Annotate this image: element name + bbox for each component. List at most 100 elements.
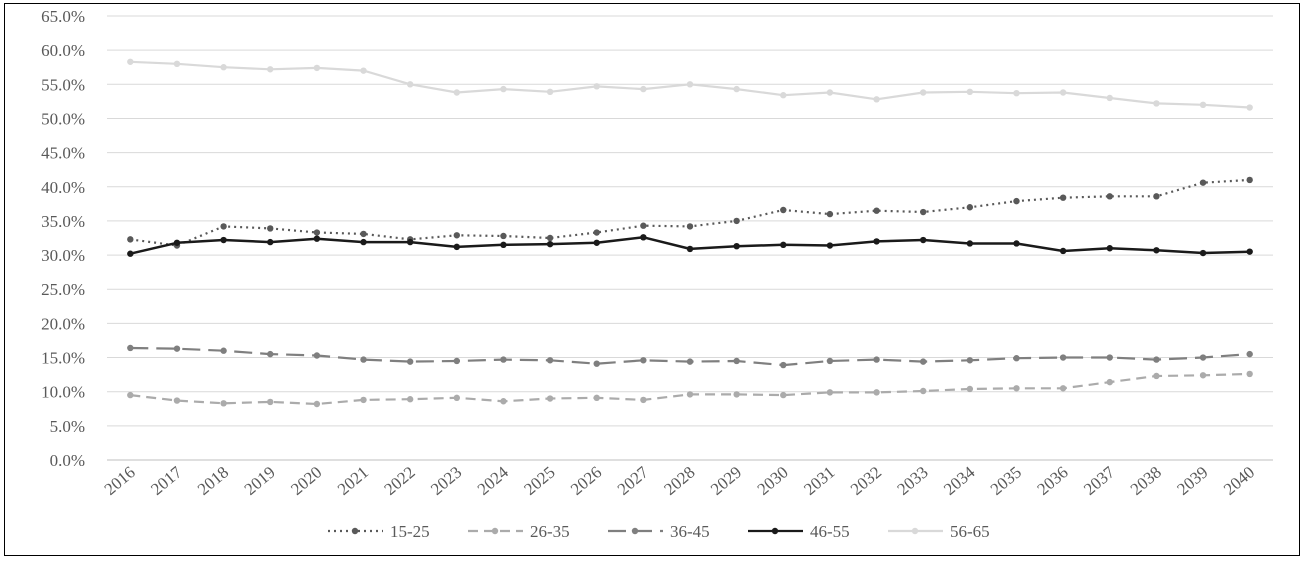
- data-point: [733, 391, 740, 398]
- data-point: [873, 238, 880, 245]
- data-point: [453, 357, 460, 365]
- data-point: [267, 66, 274, 73]
- data-point: [640, 222, 647, 229]
- x-tick-label: 2027: [614, 462, 653, 499]
- data-point: [360, 67, 367, 74]
- data-point: [1199, 249, 1207, 257]
- data-point: [173, 345, 181, 352]
- series-56-65: [127, 58, 1253, 111]
- data-point: [1059, 354, 1067, 361]
- y-tick-label: 5.0%: [50, 417, 85, 436]
- series-46-55: [127, 234, 1253, 257]
- data-point: [1106, 378, 1113, 386]
- data-point: [780, 206, 787, 214]
- data-point: [1059, 89, 1067, 96]
- x-tick-label: 2016: [101, 463, 139, 499]
- legend-label: 46-55: [810, 522, 850, 541]
- data-point: [826, 242, 834, 249]
- x-tick-label: 2039: [1173, 463, 1211, 499]
- series-line: [130, 178, 1250, 247]
- data-point: [313, 352, 321, 359]
- legend-item-15-25: 15-25: [328, 522, 430, 541]
- data-point: [1246, 370, 1253, 378]
- x-tick-label: 2037: [1080, 462, 1119, 499]
- legend: 15-25 26-35 36-45 46-55 56-65: [328, 522, 990, 541]
- y-tick-label: 40.0%: [41, 178, 85, 197]
- x-tick-label: 2036: [1033, 463, 1071, 499]
- data-point: [966, 88, 974, 96]
- legend-label: 36-45: [670, 522, 710, 541]
- data-point: [686, 81, 694, 88]
- data-point: [313, 64, 321, 72]
- data-point: [220, 64, 227, 71]
- series-15-25: [127, 176, 1253, 249]
- data-point: [1106, 193, 1113, 200]
- data-point: [640, 234, 647, 241]
- line-chart: 0.0% 5.0% 10.0% 15.0% 20.0% 25.0% 30.0% 35.0% 40…: [41, 7, 1273, 541]
- data-point: [920, 236, 927, 244]
- x-tick-label: 2023: [427, 463, 465, 499]
- data-point: [873, 96, 880, 103]
- data-point: [1013, 385, 1020, 392]
- data-point: [406, 238, 414, 246]
- data-point: [593, 394, 600, 402]
- x-tick-label: 2019: [241, 463, 279, 499]
- data-point: [500, 356, 507, 363]
- data-point: [546, 395, 554, 402]
- y-tick-label: 0.0%: [50, 451, 85, 470]
- data-point: [1059, 194, 1067, 201]
- data-point: [966, 240, 974, 247]
- x-tick-label: 2025: [520, 463, 558, 499]
- data-point: [267, 225, 274, 232]
- data-point: [546, 240, 554, 248]
- data-point: [406, 81, 414, 88]
- data-point: [733, 217, 740, 225]
- data-point: [1246, 104, 1253, 111]
- data-point: [873, 356, 880, 363]
- series-26-35: [127, 370, 1253, 408]
- legend-marker: [491, 527, 499, 535]
- legend-item-36-45: 36-45: [608, 522, 710, 541]
- data-point: [1059, 247, 1067, 255]
- x-tick-label: 2038: [1127, 463, 1165, 499]
- legend-item-46-55: 46-55: [748, 522, 850, 541]
- x-tick-label: 2028: [660, 463, 698, 499]
- data-point: [733, 242, 740, 250]
- data-point: [873, 389, 880, 396]
- legend-label: 56-65: [950, 522, 990, 541]
- data-point: [546, 357, 554, 364]
- x-tick-label: 2024: [474, 462, 513, 499]
- data-point: [127, 58, 134, 65]
- y-tick-label: 30.0%: [41, 246, 85, 265]
- y-tick-label: 65.0%: [41, 7, 85, 26]
- data-point: [453, 232, 460, 239]
- data-point: [360, 356, 367, 363]
- data-point: [780, 391, 787, 399]
- data-point: [780, 241, 787, 249]
- data-point: [780, 361, 787, 369]
- data-point: [920, 387, 927, 395]
- data-point: [1013, 89, 1020, 97]
- data-point: [686, 223, 694, 230]
- data-point: [406, 396, 414, 403]
- data-point: [733, 85, 740, 93]
- data-point: [1106, 354, 1113, 361]
- legend-label: 15-25: [390, 522, 430, 541]
- data-point: [220, 400, 227, 407]
- data-point: [127, 344, 134, 352]
- y-tick-label: 20.0%: [41, 314, 85, 333]
- legend-label: 26-35: [530, 522, 570, 541]
- data-point: [640, 85, 647, 93]
- data-point: [127, 250, 134, 257]
- data-point: [313, 235, 321, 242]
- data-point: [826, 357, 834, 365]
- legend-marker: [351, 527, 359, 535]
- data-point: [220, 347, 227, 354]
- x-tick-label: 2022: [380, 463, 418, 499]
- x-tick-label: 2017: [147, 462, 186, 499]
- data-point: [500, 85, 507, 93]
- y-tick-label: 55.0%: [41, 75, 85, 94]
- y-tick-label: 45.0%: [41, 144, 85, 163]
- data-point: [966, 385, 974, 393]
- data-point: [500, 241, 507, 249]
